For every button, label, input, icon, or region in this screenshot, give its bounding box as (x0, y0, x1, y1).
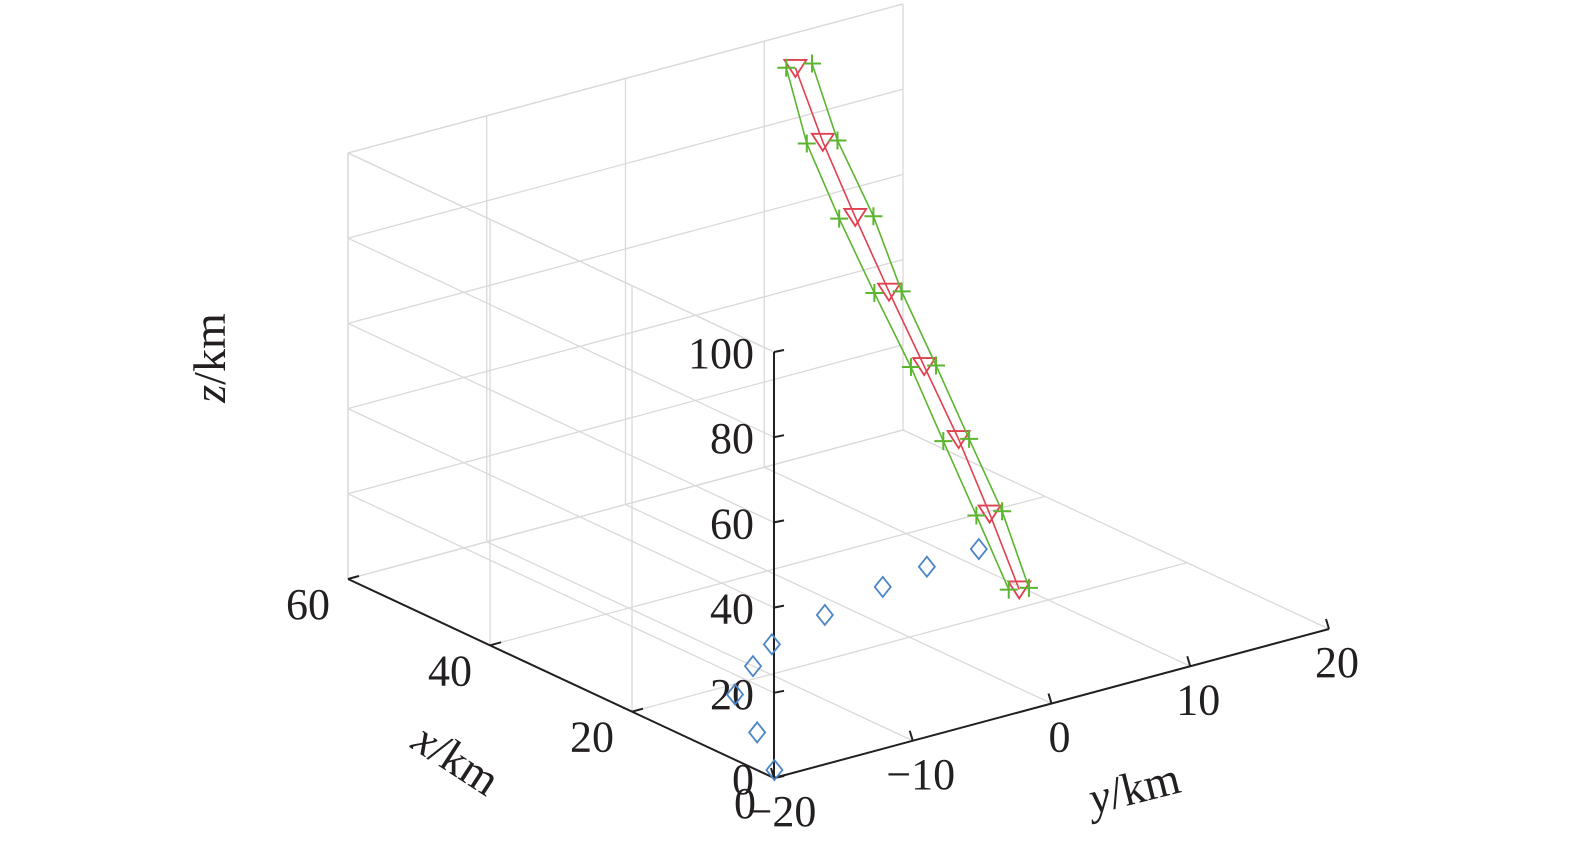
x-tick-label: 60 (286, 580, 330, 629)
z-tick-label: 40 (710, 585, 754, 634)
axis-labels: z/km x/km y/km (184, 313, 1185, 825)
z-tick (773, 519, 785, 524)
x-axis-label: x/km (403, 712, 509, 806)
y-axis-label: y/km (1080, 752, 1186, 825)
grid-line-floor-y (625, 503, 1052, 705)
plus-marker (828, 131, 847, 150)
x-tick-label: 40 (428, 646, 472, 695)
x-tick-label: 20 (570, 713, 614, 762)
diamond-marker (748, 720, 767, 744)
diamond-marker (762, 632, 782, 656)
grid-line-backwall-z (347, 173, 904, 325)
series-1 (782, 59, 1032, 601)
grid-lines (347, 3, 1330, 779)
diamond-marker (725, 683, 745, 706)
plus-marker (864, 207, 883, 226)
series-line (785, 67, 1010, 590)
y-tick-label: 20 (1315, 638, 1359, 687)
tick-labels: 0 20 40 60 80 100 0 20 40 60 −20 −10 0 10 20 (286, 329, 1359, 836)
series-3 (777, 58, 1018, 599)
y-tick-label: 10 (1176, 675, 1220, 724)
plus-marker (960, 429, 979, 448)
box-edge (347, 152, 775, 353)
plus-marker (777, 58, 796, 77)
diamond-marker (743, 654, 763, 678)
diamond-marker (873, 575, 892, 599)
z-tick-label: 20 (710, 670, 754, 719)
x-tick-label: 0 (734, 779, 756, 828)
z-tick-label: 80 (710, 414, 754, 463)
grid-line-sidewall-z (347, 493, 775, 694)
x-tick (347, 575, 360, 580)
plus-marker (865, 284, 884, 303)
series-line (794, 67, 1020, 590)
z-tick (773, 604, 785, 609)
plus-marker (892, 282, 911, 301)
y-tick-label: 0 (1049, 713, 1071, 762)
plus-marker (1019, 578, 1038, 597)
x-tick (631, 707, 644, 713)
grid-line-floor-y (486, 541, 914, 742)
box-edge (347, 3, 904, 154)
plus-marker (993, 502, 1012, 521)
y-tick (1047, 693, 1053, 704)
series-0 (725, 537, 988, 782)
grid-line-backwall-z (347, 344, 904, 495)
z-tick (773, 689, 785, 694)
diamond-marker (815, 603, 835, 627)
z-axis-label: z/km (184, 313, 235, 404)
grid-line-sidewall-z (347, 408, 775, 609)
grid-line-floor-y (763, 466, 1191, 667)
grid-line-backwall-z (347, 88, 904, 239)
z-tick (773, 434, 785, 439)
y-tick-label: −10 (886, 750, 955, 799)
plus-marker (830, 209, 849, 228)
grid-line-backwall-z (347, 258, 904, 410)
grid-line-floor-y (902, 429, 1330, 630)
plus-marker (901, 358, 920, 377)
plus-marker (999, 580, 1018, 599)
series-line (811, 63, 1030, 589)
z-tick (773, 349, 785, 353)
y-tick (1325, 618, 1330, 630)
y-tick-label: −20 (748, 787, 817, 836)
y-tick (908, 730, 914, 742)
plus-marker (797, 134, 816, 153)
diamond-marker (917, 555, 937, 579)
x-axis-line (347, 578, 775, 779)
grid-line-sidewall-z (347, 322, 775, 523)
diamond-marker (969, 537, 988, 561)
z-tick-label: 60 (710, 499, 754, 548)
data-series (725, 54, 1038, 782)
plus-marker (967, 506, 986, 525)
plus-marker (934, 432, 953, 451)
z-tick-label: 0 (732, 755, 754, 804)
y-tick (770, 767, 775, 779)
x-tick (489, 641, 502, 647)
grid-line-backwall-z (347, 429, 904, 580)
plus-marker (803, 54, 822, 73)
triangle-marker (810, 132, 836, 153)
plus-marker (927, 356, 946, 375)
triangle-marker (842, 208, 868, 228)
axes (347, 349, 1330, 779)
diamond-marker (765, 758, 784, 782)
y-tick (1186, 655, 1192, 667)
z-tick-label: 100 (688, 329, 754, 378)
series-2 (803, 54, 1038, 597)
grid-line-sidewall-z (347, 237, 775, 438)
triangle-marker (976, 504, 1003, 525)
